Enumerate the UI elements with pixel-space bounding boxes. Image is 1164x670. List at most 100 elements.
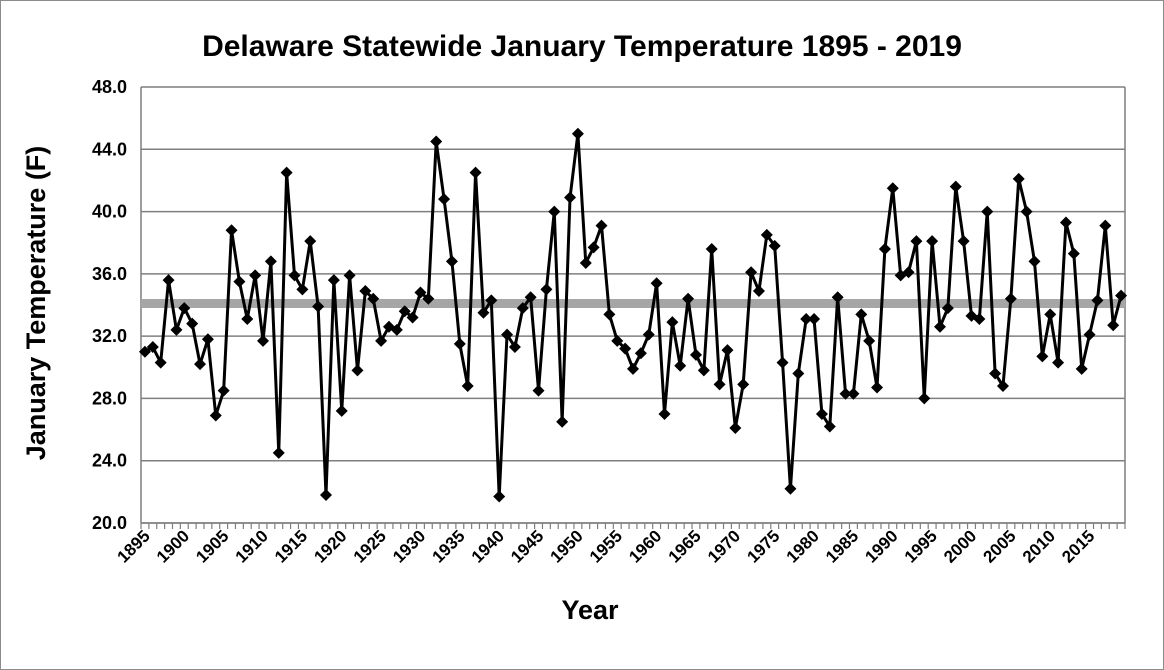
data-point-marker [689, 348, 702, 361]
data-point-marker [1075, 362, 1088, 375]
data-point-marker [705, 242, 718, 255]
y-tick-label: 24.0 [92, 451, 127, 471]
data-point-marker [792, 367, 805, 380]
data-point-marker [485, 294, 498, 307]
data-point-marker [154, 356, 167, 369]
data-point-marker [996, 379, 1009, 392]
x-tick-label: 1915 [271, 526, 311, 566]
data-point-marker [760, 228, 773, 241]
data-point-marker [453, 337, 466, 350]
data-point-marker [831, 291, 844, 304]
data-point-marker [532, 384, 545, 397]
x-tick-label: 2005 [980, 526, 1020, 566]
data-point-marker [1091, 294, 1104, 307]
data-point-marker [1004, 292, 1017, 305]
data-point-marker [351, 364, 364, 377]
data-point-marker [784, 482, 797, 495]
data-point-marker [721, 344, 734, 357]
x-tick-label: 1900 [153, 526, 193, 566]
x-tick-label: 1955 [586, 526, 626, 566]
data-point-marker [934, 320, 947, 333]
data-point-marker [611, 334, 624, 347]
data-point-marker [209, 409, 222, 422]
data-point-marker [217, 384, 230, 397]
data-point-marker [233, 275, 246, 288]
data-point-marker [855, 308, 868, 321]
data-point-marker [713, 378, 726, 391]
data-point-marker [296, 283, 309, 296]
data-point-marker [941, 302, 954, 315]
data-point-marker [280, 166, 293, 179]
chart-title: Delaware Statewide January Temperature 1… [202, 30, 962, 63]
y-axis-title: January Temperature (F) [21, 146, 51, 461]
data-point-marker [1059, 216, 1072, 229]
data-point-marker [367, 292, 380, 305]
data-point-marker [776, 356, 789, 369]
data-point-marker [697, 364, 710, 377]
data-point-marker [682, 292, 695, 305]
data-point-marker [886, 182, 899, 195]
data-point-marker [225, 224, 238, 237]
data-point-marker [957, 235, 970, 248]
data-point-marker [1052, 356, 1065, 369]
y-tick-label: 48.0 [92, 77, 127, 97]
y-tick-label: 36.0 [92, 264, 127, 284]
data-point-marker [674, 359, 687, 372]
data-point-marker [375, 334, 388, 347]
data-point-marker [878, 242, 891, 255]
data-point-marker [178, 302, 191, 315]
x-tick-label: 1995 [901, 526, 941, 566]
data-point-marker [540, 283, 553, 296]
data-point-marker [800, 313, 813, 326]
data-point-marker [745, 266, 758, 279]
series-layer [138, 127, 1128, 503]
data-point-marker [815, 408, 828, 420]
x-tick-label: 1935 [428, 526, 468, 566]
x-tick-label: 2015 [1058, 526, 1098, 566]
data-point-marker [548, 205, 561, 218]
data-point-marker [201, 333, 214, 346]
data-point-marker [1020, 205, 1033, 218]
data-point-marker [1028, 255, 1041, 268]
data-point-marker [619, 342, 632, 355]
data-point-marker [162, 274, 175, 287]
y-tick-label: 28.0 [92, 388, 127, 408]
data-point-marker [414, 286, 427, 299]
data-point-marker [729, 422, 742, 435]
data-point-marker [249, 269, 262, 282]
x-tick-label: 1960 [625, 526, 665, 566]
data-point-marker [327, 274, 340, 287]
data-point-marker [737, 378, 750, 391]
data-point-marker [808, 313, 821, 326]
data-point-marker [524, 291, 537, 304]
data-point-marker [335, 404, 348, 417]
data-point-marker [477, 306, 490, 319]
data-point-marker [768, 239, 781, 252]
data-point-marker [650, 277, 663, 290]
data-point-marker [422, 292, 435, 305]
x-tick-label: 1945 [507, 526, 547, 566]
data-point-marker [973, 313, 986, 326]
data-point-marker [752, 284, 765, 297]
data-point-marker [138, 345, 151, 358]
data-point-marker [1107, 319, 1120, 332]
data-point-marker [241, 313, 254, 326]
data-point-marker [863, 334, 876, 347]
data-point-marker [910, 235, 923, 248]
data-point-marker [312, 300, 325, 313]
data-point-marker [1083, 328, 1096, 341]
data-point-marker [501, 328, 514, 341]
axes [140, 87, 1126, 529]
data-point-marker [871, 381, 884, 394]
x-tick-label: 1990 [861, 526, 901, 566]
data-point-marker [406, 311, 419, 324]
data-point-marker [1099, 219, 1112, 232]
data-point-marker [902, 266, 915, 279]
data-point-marker [390, 323, 403, 336]
y-tick-label: 32.0 [92, 326, 127, 346]
data-point-marker [642, 328, 655, 341]
data-point-marker [839, 387, 852, 400]
data-point-marker [194, 358, 207, 371]
